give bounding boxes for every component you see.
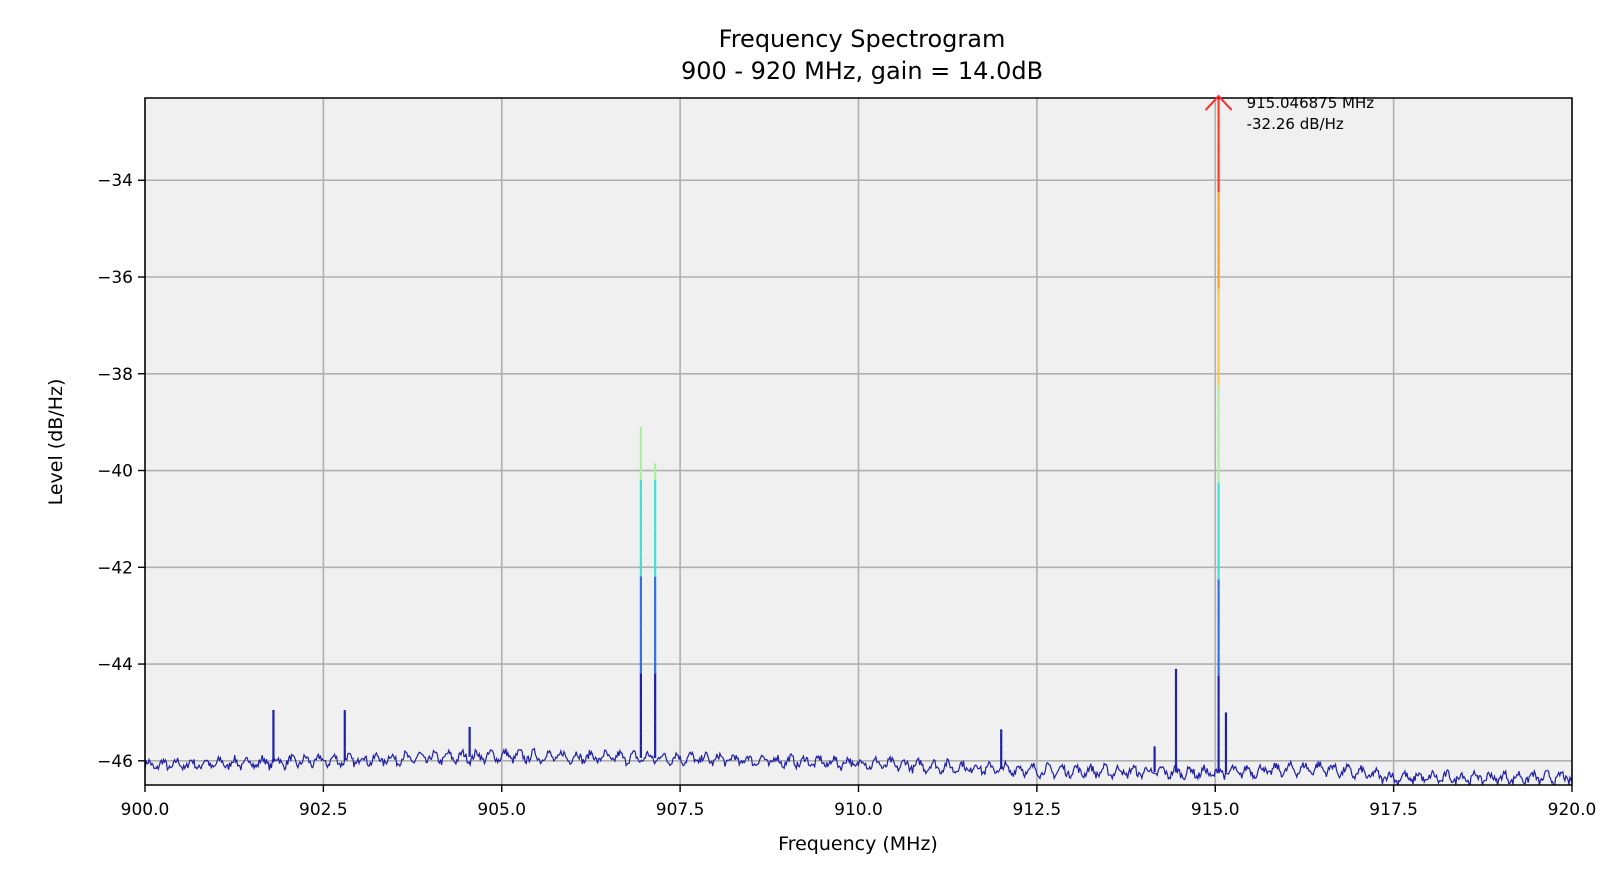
y-tick-label: −46 [97,752,133,772]
noise-floor-trace [145,747,1572,785]
chart-title: Frequency Spectrogram [719,25,1006,53]
y-tick-label: −38 [97,365,133,385]
y-tick-label: −44 [97,655,133,675]
x-axis-label: Frequency (MHz) [778,833,938,855]
x-axis-ticks: 900.0 902.5 905.0 907.5 910.0 912.5 915.0 917.5… [121,785,1597,820]
y-tick-label: −36 [97,268,133,288]
spectrum-series [145,98,1572,785]
x-tick-label: 912.5 [1013,800,1062,820]
peak-frequency-label: 915.046875 MHz [1247,94,1375,112]
x-tick-label: 907.5 [656,800,705,820]
peak-marker-arrow [1204,94,1233,111]
peak-level-label: -32.26 dB/Hz [1247,115,1344,133]
y-tick-label: −40 [97,462,133,482]
x-tick-label: 900.0 [121,800,170,820]
x-tick-label: 917.5 [1369,800,1418,820]
y-axis-label: Level (dB/Hz) [45,379,67,506]
y-axis-ticks: −34 −36 −38 −40 −42 −44 −46 [97,171,145,772]
x-tick-label: 902.5 [299,800,348,820]
y-tick-label: −34 [97,171,133,191]
chart-subtitle: 900 - 920 MHz, gain = 14.0dB [681,57,1043,85]
y-tick-label: −42 [97,558,133,578]
x-tick-label: 920.0 [1548,800,1597,820]
x-tick-label: 915.0 [1191,800,1240,820]
x-tick-label: 905.0 [477,800,526,820]
x-tick-label: 910.0 [834,800,883,820]
peak-annotation: 915.046875 MHz -32.26 dB/Hz [1204,94,1375,133]
